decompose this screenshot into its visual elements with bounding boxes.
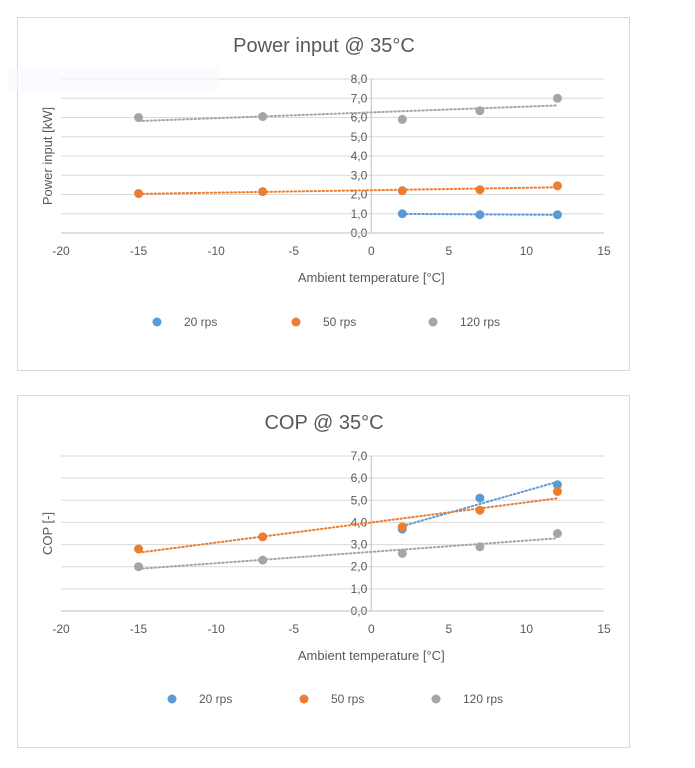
legend-label: 50 rps bbox=[323, 315, 356, 329]
data-point-20-rps bbox=[475, 493, 485, 503]
y-tick-label: 5,0 bbox=[351, 493, 368, 507]
x-tick-label: 10 bbox=[520, 622, 534, 636]
x-axis-title: Ambient temperature [°C] bbox=[298, 648, 445, 663]
data-point-20-rps bbox=[475, 210, 485, 220]
data-point-120-rps bbox=[397, 548, 407, 558]
x-tick-label: 0 bbox=[368, 244, 375, 258]
data-point-50-rps bbox=[475, 505, 485, 515]
legend-marker bbox=[299, 694, 309, 704]
legend-label: 20 rps bbox=[184, 315, 217, 329]
trendline-50-rps bbox=[137, 186, 559, 195]
x-tick-label: -5 bbox=[288, 244, 299, 258]
data-point-50-rps bbox=[397, 522, 407, 532]
cop-chart-panel: COP @ 35°C 0,0 1,0 2,0 3,0 4,0 5,0 6,0 7,0 -20 -15… bbox=[17, 395, 630, 748]
data-point-120-rps bbox=[475, 106, 485, 116]
data-point-120-rps bbox=[552, 93, 562, 103]
x-tick-label: 15 bbox=[597, 622, 611, 636]
y-tick-label: 2,0 bbox=[351, 560, 368, 574]
legend-marker bbox=[431, 694, 441, 704]
y-axis-title: Power input [kW] bbox=[40, 107, 55, 205]
x-tick-label: -10 bbox=[207, 622, 225, 636]
data-point-120-rps bbox=[475, 542, 485, 552]
x-tick-label: 0 bbox=[368, 622, 375, 636]
x-tick-label: 5 bbox=[446, 244, 453, 258]
legend-marker bbox=[167, 694, 177, 704]
y-tick-label: 1,0 bbox=[351, 582, 368, 596]
x-tick-label: 15 bbox=[597, 244, 611, 258]
cop-chart: COP @ 35°C0,01,02,03,04,05,06,07,0-20 -15… bbox=[40, 412, 611, 706]
trendline-120-rps bbox=[137, 104, 559, 123]
data-point-20-rps bbox=[552, 210, 562, 220]
chart-title: Power input @ 35°C bbox=[233, 35, 415, 57]
y-axis-title: COP [-] bbox=[40, 512, 55, 555]
y-tick-label: 1,0 bbox=[351, 207, 368, 221]
x-tick-label: -15 bbox=[130, 244, 148, 258]
data-point-50-rps bbox=[134, 189, 144, 199]
y-tick-label: 5,0 bbox=[351, 130, 368, 144]
legend-label: 20 rps bbox=[199, 692, 232, 706]
legend-label: 120 rps bbox=[460, 315, 500, 329]
legend-marker bbox=[291, 317, 301, 327]
data-point-50-rps bbox=[397, 186, 407, 196]
legend-label: 120 rps bbox=[463, 692, 503, 706]
x-tick-label: -15 bbox=[130, 622, 148, 636]
y-tick-label: 6,0 bbox=[351, 111, 368, 125]
data-point-120-rps bbox=[397, 114, 407, 124]
y-tick-label: 3,0 bbox=[351, 168, 368, 182]
data-point-50-rps bbox=[552, 486, 562, 496]
data-point-20-rps bbox=[552, 480, 562, 490]
data-point-120-rps bbox=[134, 113, 144, 122]
x-axis-title: Ambient temperature [°C] bbox=[298, 270, 445, 285]
data-point-120-rps bbox=[134, 562, 144, 572]
y-tick-label: 7,0 bbox=[351, 449, 368, 463]
legend-marker bbox=[152, 317, 162, 327]
y-tick-label: 3,0 bbox=[351, 538, 368, 552]
chart-title: COP @ 35°C bbox=[264, 412, 383, 434]
y-tick-label: 4,0 bbox=[351, 149, 368, 163]
data-point-50-rps bbox=[475, 185, 485, 195]
trendline-20-rps bbox=[401, 480, 559, 528]
trendline-120-rps bbox=[137, 537, 559, 570]
x-tick-label: -10 bbox=[207, 244, 225, 258]
faint-overlay-box bbox=[9, 68, 219, 90]
data-point-20-rps bbox=[397, 209, 407, 219]
legend-label: 50 rps bbox=[331, 692, 364, 706]
data-point-120-rps bbox=[258, 555, 268, 565]
data-point-50-rps bbox=[258, 187, 268, 197]
data-point-120-rps bbox=[258, 112, 268, 122]
y-tick-label: 6,0 bbox=[351, 471, 368, 485]
data-point-50-rps bbox=[552, 181, 562, 191]
x-tick-label: 10 bbox=[520, 244, 534, 258]
y-tick-label: 4,0 bbox=[351, 515, 368, 529]
power-input-chart: Power input @ 35°C0,01,02,03,04,05,06,07… bbox=[40, 35, 611, 329]
x-tick-label: 5 bbox=[446, 622, 453, 636]
x-tick-label: -20 bbox=[52, 622, 70, 636]
legend-marker bbox=[428, 317, 438, 327]
y-tick-label: 7,0 bbox=[351, 91, 368, 105]
trendline-50-rps bbox=[137, 497, 559, 554]
data-point-50-rps bbox=[134, 544, 144, 554]
data-point-50-rps bbox=[258, 532, 268, 542]
data-point-120-rps bbox=[552, 529, 562, 538]
y-tick-label: 8,0 bbox=[351, 72, 368, 86]
x-tick-label: -20 bbox=[52, 244, 70, 258]
x-tick-label: -5 bbox=[288, 622, 299, 636]
